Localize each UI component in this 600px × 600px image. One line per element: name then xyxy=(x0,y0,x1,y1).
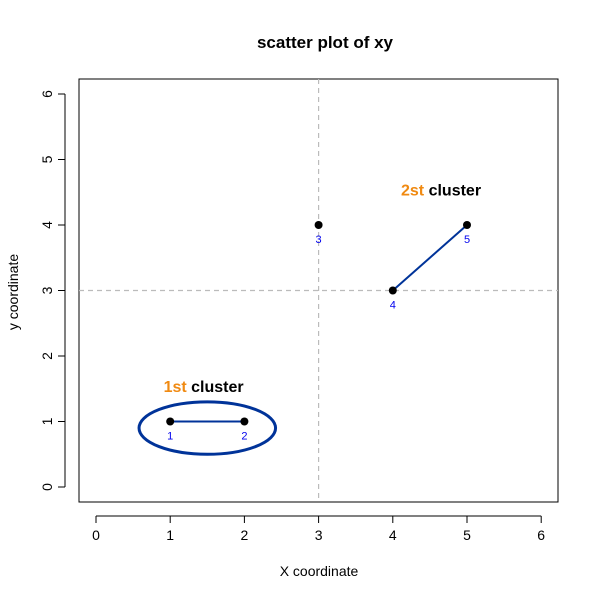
data-point xyxy=(388,286,397,295)
data-point xyxy=(166,417,175,426)
y-tick-label: 5 xyxy=(39,155,55,163)
x-tick-label: 3 xyxy=(315,527,323,543)
cluster-annotation: 2st cluster xyxy=(401,183,481,200)
x-tick-label: 6 xyxy=(537,527,545,543)
y-tick-label: 3 xyxy=(39,286,55,294)
x-axis-label: X coordinate xyxy=(280,563,359,579)
y-tick-label: 2 xyxy=(39,352,55,360)
data-point xyxy=(463,221,471,229)
cluster-word: cluster xyxy=(424,183,481,200)
cluster-segment xyxy=(392,224,468,292)
y-tick-label: 6 xyxy=(39,90,55,98)
cluster-ellipse xyxy=(137,400,278,456)
data-point xyxy=(314,221,323,229)
point-label: 5 xyxy=(464,234,470,246)
cluster-ordinal: 2st xyxy=(401,183,425,200)
point-label: 3 xyxy=(316,234,322,246)
y-axis-label: y coordinate xyxy=(5,254,21,330)
cluster-word: cluster xyxy=(187,379,244,396)
y-tick-label: 0 xyxy=(39,483,55,491)
point-label: 4 xyxy=(390,300,396,312)
cluster-ordinal: 1st xyxy=(164,379,188,396)
y-tick-label: 1 xyxy=(39,417,55,425)
chart-title: scatter plot of xy xyxy=(257,33,394,52)
cluster-annotation: 1st cluster xyxy=(164,379,244,396)
point-label: 2 xyxy=(241,431,247,443)
x-tick-label: 2 xyxy=(241,527,249,543)
x-tick-label: 0 xyxy=(92,527,100,543)
data-point xyxy=(240,417,249,426)
x-tick-label: 1 xyxy=(166,527,174,543)
point-label: 1 xyxy=(167,431,173,443)
x-tick-label: 5 xyxy=(463,527,471,543)
y-tick-label: 4 xyxy=(39,221,55,229)
x-tick-label: 4 xyxy=(389,527,397,543)
